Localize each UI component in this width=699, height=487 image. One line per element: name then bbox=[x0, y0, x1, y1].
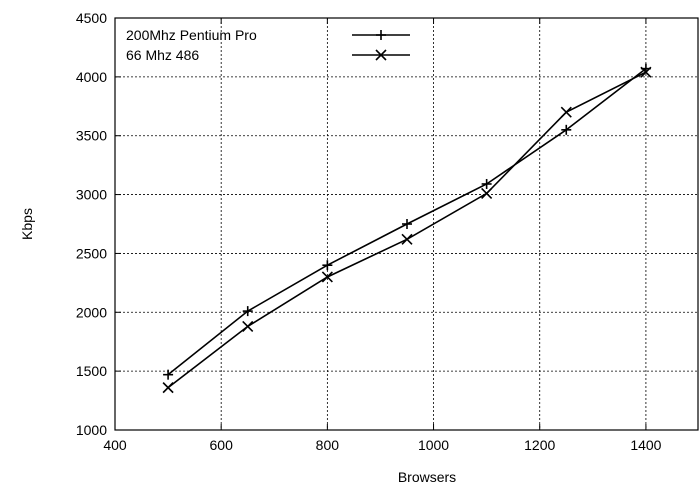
data-point bbox=[162, 382, 174, 394]
legend: 200Mhz Pentium Pro 66 Mhz 486 bbox=[126, 27, 410, 63]
cross-marker-b bbox=[242, 320, 254, 332]
x-tick-label: 600 bbox=[210, 437, 234, 453]
data-point bbox=[561, 124, 572, 135]
y-tick-label: 4000 bbox=[76, 69, 107, 85]
data-point bbox=[402, 219, 412, 229]
cross-marker-b bbox=[321, 271, 333, 283]
data-point bbox=[560, 106, 572, 118]
data-point bbox=[322, 260, 333, 271]
legend-label: 200Mhz Pentium Pro bbox=[126, 27, 257, 43]
data-point bbox=[640, 66, 652, 78]
y-axis-title: Kbps bbox=[19, 208, 35, 240]
plot-series bbox=[162, 63, 652, 394]
grid bbox=[115, 18, 699, 430]
y-tick-label: 2000 bbox=[76, 304, 107, 320]
cross-marker-b bbox=[162, 382, 174, 394]
data-point bbox=[481, 178, 492, 189]
x-tick-label: 1400 bbox=[630, 437, 661, 453]
data-point bbox=[242, 320, 254, 332]
plot-frame bbox=[114, 17, 699, 431]
data-point bbox=[321, 271, 333, 283]
x-axis-title: Browsers bbox=[398, 469, 456, 485]
y-tick-label: 3500 bbox=[76, 128, 107, 144]
data-point bbox=[163, 369, 174, 380]
series-2 bbox=[162, 66, 652, 394]
data-point bbox=[401, 233, 413, 245]
y-tick-label: 1500 bbox=[76, 363, 107, 379]
y-tick-label: 2500 bbox=[76, 245, 107, 261]
cross-marker-b bbox=[481, 187, 493, 199]
y-tick-label: 4500 bbox=[76, 10, 107, 26]
y-tick-label: 3000 bbox=[76, 187, 107, 203]
x-tick-label: 1200 bbox=[524, 437, 555, 453]
cross-marker-b bbox=[401, 233, 413, 245]
x-tick-label: 800 bbox=[316, 437, 340, 453]
cross-marker-b bbox=[375, 49, 387, 61]
data-point bbox=[481, 187, 493, 199]
x-tick-label: 1000 bbox=[418, 437, 449, 453]
legend-label: 66 Mhz 486 bbox=[126, 47, 199, 63]
x-tick-label: 400 bbox=[103, 437, 127, 453]
cross-marker-b bbox=[640, 66, 652, 78]
data-point bbox=[242, 306, 253, 317]
cross-marker-b bbox=[560, 106, 572, 118]
y-tick-label: 1000 bbox=[76, 422, 107, 438]
series-line bbox=[167, 71, 647, 389]
axis-ticks: 400 600 800 1000 1200 1400 1000 1500 2000 2500 300… bbox=[76, 10, 662, 453]
series-1 bbox=[163, 63, 651, 380]
